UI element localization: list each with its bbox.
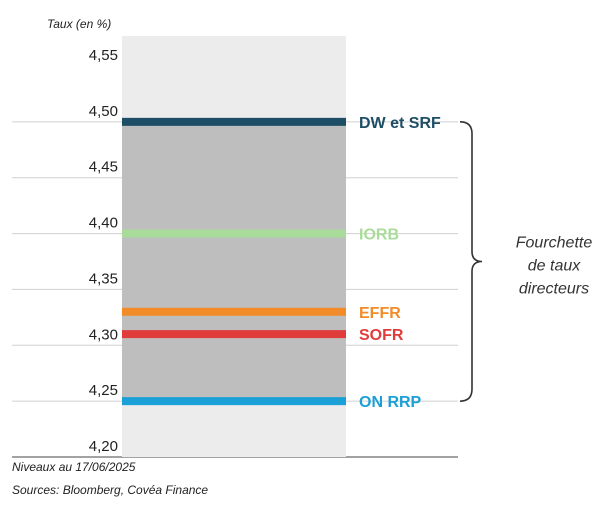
rate-label-effr: EFFR bbox=[359, 305, 401, 322]
y-tick-label: 4,50 bbox=[89, 103, 118, 120]
rate-line-on-rrp bbox=[122, 397, 346, 406]
rate-line-sofr bbox=[122, 330, 346, 339]
rate-line-effr bbox=[122, 307, 346, 316]
y-tick-label: 4,30 bbox=[89, 326, 118, 343]
y-tick-label: 4,45 bbox=[89, 159, 118, 176]
rate-label-on-rrp: ON RRP bbox=[359, 394, 422, 411]
rate-line-iorb bbox=[122, 229, 346, 238]
brace-label-line: directeurs bbox=[519, 281, 589, 298]
rate-label-iorb: IORB bbox=[359, 227, 399, 244]
range-brace bbox=[459, 121, 483, 402]
brace-label-line: Fourchette bbox=[516, 235, 593, 252]
sources-note: Sources: Bloomberg, Covéa Finance bbox=[12, 483, 209, 497]
brace-label-line: de taux bbox=[528, 258, 581, 275]
rate-label-sofr: SOFR bbox=[359, 327, 404, 344]
y-tick-label: 4,20 bbox=[89, 438, 118, 455]
policy-rates-chart: 4,55 4,50 4,45 4,40 4,35 4,30 4,25 4,20 DW et S… bbox=[12, 17, 593, 458]
rate-label-dw-et-srf: DW et SRF bbox=[359, 115, 441, 132]
date-note: Niveaux au 17/06/2025 bbox=[12, 460, 136, 474]
policy-range-band bbox=[122, 121, 346, 402]
y-tick-label: 4,35 bbox=[89, 270, 118, 287]
y-tick-label: 4,55 bbox=[89, 47, 118, 64]
y-axis-label: Taux (en %) bbox=[47, 17, 111, 31]
y-tick-label: 4,40 bbox=[89, 215, 118, 232]
rate-line-dw-et-srf bbox=[122, 117, 346, 126]
y-tick-label: 4,25 bbox=[89, 382, 118, 399]
